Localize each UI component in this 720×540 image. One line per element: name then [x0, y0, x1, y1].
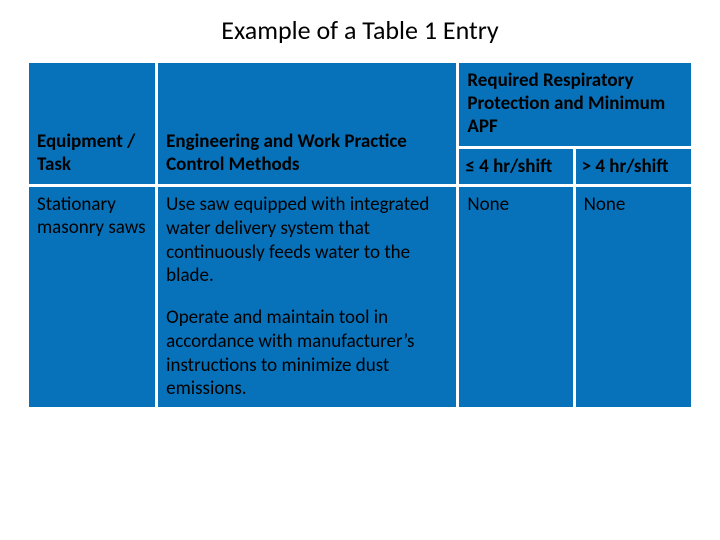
header-row-1: Equipment / Task Engineering and Work Pr… — [28, 62, 693, 148]
cell-equipment: Stationary masonry saws — [28, 186, 157, 409]
cell-gt4: None — [574, 186, 692, 409]
table-container: Equipment / Task Engineering and Work Pr… — [0, 60, 720, 410]
col-subheader-gt4: > 4 hr/shift — [574, 148, 692, 186]
col-subheader-le4: ≤ 4 hr/shift — [458, 148, 574, 186]
example-table: Equipment / Task Engineering and Work Pr… — [26, 60, 694, 410]
col-header-equipment: Equipment / Task — [28, 62, 157, 186]
page-title: Example of a Table 1 Entry — [0, 0, 720, 60]
methods-paragraph-1: Use saw equipped with integrated water d… — [166, 193, 448, 288]
table-row: Stationary masonry saws Use saw equipped… — [28, 186, 693, 409]
cell-methods: Use saw equipped with integrated water d… — [157, 186, 458, 409]
methods-paragraph-2: Operate and maintain tool in accordance … — [166, 306, 448, 401]
cell-le4: None — [458, 186, 574, 409]
col-header-respiratory-group: Required Respiratory Protection and Mini… — [458, 62, 693, 148]
col-header-methods: Engineering and Work Practice Control Me… — [157, 62, 458, 186]
